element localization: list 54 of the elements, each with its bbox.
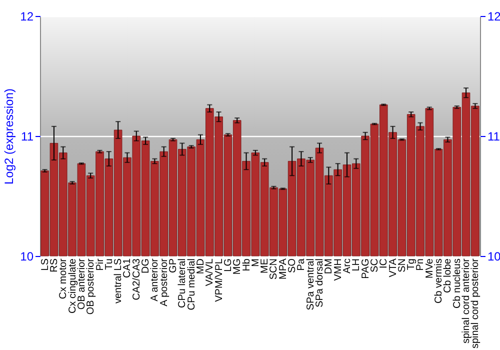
- x-tick-label: Tu: [104, 258, 115, 270]
- x-tick-label: VA/VL: [204, 258, 216, 286]
- x-tick-label: LG: [222, 258, 234, 272]
- x-tick-label: MVe: [424, 258, 436, 279]
- x-tick-label: GP: [168, 258, 180, 273]
- x-tick-label: PAG: [360, 258, 372, 279]
- x-tick-label: Tg: [406, 258, 418, 270]
- x-tick-label: CA1: [122, 258, 134, 278]
- x-tick-label: DM: [324, 258, 335, 274]
- x-tick-label: VTA: [388, 258, 399, 278]
- x-tick-label: LS: [40, 258, 51, 271]
- x-tick-label: SO: [287, 258, 298, 273]
- x-tick-label: Cb nucleus: [452, 258, 463, 309]
- x-tick-label: SCN: [268, 258, 280, 280]
- x-tick-label: Pir: [94, 258, 106, 271]
- x-tick-label: Hb: [241, 258, 252, 272]
- x-tick-label: MG: [232, 258, 244, 275]
- x-tick-label: ME: [260, 258, 271, 274]
- x-tick-label: MPA: [278, 258, 289, 280]
- x-tick-label: SPa ventral: [305, 258, 316, 310]
- x-tick-label: MD: [195, 258, 206, 274]
- y-tick-label: 11: [21, 130, 34, 144]
- x-tick-label: VPM/VPL: [214, 258, 225, 302]
- y-tick-label: 12: [20, 10, 34, 24]
- x-tick-label: DG: [140, 258, 152, 274]
- x-tick-label: SPa dorsal: [314, 258, 326, 308]
- x-tick-label: ventral LS: [113, 258, 124, 304]
- x-tick-label: A anterior: [150, 258, 161, 302]
- x-tick-label: Pn: [415, 258, 426, 271]
- x-tick-label: LH: [351, 258, 362, 272]
- x-tick-label: Cb lobe: [442, 258, 454, 293]
- x-tick-label: RS: [48, 258, 60, 272]
- x-tick-label: M: [250, 258, 262, 267]
- x-tick-label: IC: [378, 258, 390, 268]
- y-tick-label: 10: [20, 250, 34, 264]
- x-tick-label: CA2/CA3: [131, 258, 142, 300]
- x-tick-label: VMH: [332, 258, 344, 281]
- x-tick-label: OB posterior: [86, 258, 97, 315]
- x-tick-label: CPu lateral: [177, 258, 188, 308]
- x-tick-label: spinal cord anterior: [461, 258, 472, 344]
- x-tick-label: SN: [396, 258, 408, 272]
- x-tick-label: Arc: [342, 258, 353, 274]
- y2-tick-label: 12: [488, 10, 500, 24]
- x-tick-label: Cx cingulate: [67, 258, 78, 314]
- x-tick-label: Cx motor: [58, 258, 70, 300]
- x-tick-label: Pa: [296, 258, 308, 271]
- y2-tick-label: 10: [488, 250, 500, 264]
- x-tick-label: OB anterior: [76, 258, 88, 310]
- y-axis-title: Log2 (expression): [2, 88, 16, 185]
- x-tick-label: SC: [369, 258, 380, 272]
- x-tick-label: spinal cord posterior: [470, 258, 482, 349]
- x-tick-label: A posterior: [158, 258, 170, 306]
- x-tick-label: CPu medial: [186, 258, 198, 310]
- y2-tick-label: 11: [488, 130, 500, 144]
